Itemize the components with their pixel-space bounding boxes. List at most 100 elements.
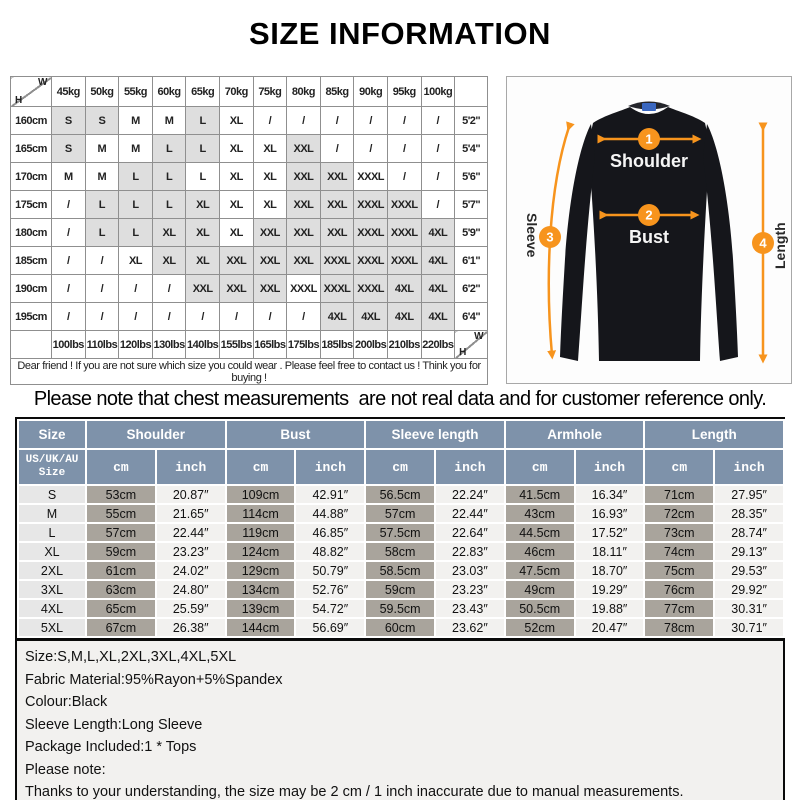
- lbs-empty-cell: [10, 330, 52, 359]
- detail-line: Colour:Black: [25, 694, 108, 710]
- lbs-cell: 140lbs: [185, 330, 220, 359]
- size-table-row: 5XL 67cm 26.38″ 144cm 56.69″ 60cm 23.62″ 52cm 20…: [17, 617, 786, 638]
- matrix-note-row: Dear friend ! If you are not sure which …: [9, 358, 489, 385]
- page-title: SIZE INFORMATION: [249, 16, 551, 51]
- inch-value-cell: 28.74″: [713, 522, 786, 543]
- size-matrix-cell: /: [420, 134, 456, 163]
- shoulder-arrow: 1 Shoulder: [597, 128, 702, 171]
- height-cell: 175cm: [10, 190, 52, 219]
- size-matrix-cell: /: [51, 218, 86, 247]
- cm-value-cell: 144cm: [224, 617, 297, 638]
- size-matrix-cell: /: [420, 190, 456, 219]
- cm-value-cell: 129cm: [224, 560, 297, 581]
- size-matrix-cell: /: [84, 302, 120, 331]
- marker-4-number: 4: [759, 236, 767, 251]
- marker-3-badge: [539, 226, 561, 248]
- size-matrix-cell: 4XL: [420, 218, 456, 247]
- cm-value-cell: 119cm: [224, 522, 297, 543]
- size-matrix-cell: L: [84, 190, 120, 219]
- inch-value-cell: 52.76″: [294, 579, 367, 600]
- inch-value-cell: 20.87″: [154, 484, 227, 505]
- unit-cm-header: cm: [85, 448, 157, 486]
- size-matrix-cell: /: [151, 302, 187, 331]
- height-ft-cell: 6'2": [454, 274, 489, 303]
- inch-value-cell: 26.38″: [154, 617, 227, 638]
- bust-label: Bust: [629, 227, 669, 247]
- cm-value-cell: 57cm: [85, 522, 157, 543]
- matrix-note: Dear friend ! If you are not sure which …: [9, 358, 489, 385]
- weight-header-cell: 75kg: [252, 76, 288, 107]
- size-matrix-cell: L: [118, 218, 153, 247]
- cm-value-cell: 53cm: [85, 484, 157, 505]
- lbs-row: 100lbs 110lbs 120lbs 130lbs 140lbs 155lbs 165l…: [10, 330, 489, 359]
- cm-value-cell: 49cm: [503, 579, 576, 600]
- size-matrix-cell: XL: [218, 134, 254, 163]
- matrix-row: 175cm / L L L XL XL XL XXL XXL XXXL XXXL/5'7": [10, 190, 489, 219]
- size-matrix-cell: XL: [185, 190, 220, 219]
- weight-header-cell: 80kg: [286, 76, 321, 107]
- inch-value-cell: 16.34″: [573, 484, 646, 505]
- height-cell: 170cm: [10, 162, 52, 191]
- weight-header-cell: 90kg: [353, 76, 388, 107]
- size-matrix-cell: XXXL: [319, 274, 355, 303]
- cm-value-cell: 41.5cm: [503, 484, 576, 505]
- cm-value-cell: 44.5cm: [503, 522, 576, 543]
- lbs-cell: 100lbs: [51, 330, 86, 359]
- cm-value-cell: 75cm: [643, 560, 716, 581]
- inch-value-cell: 44.88″: [294, 503, 367, 524]
- size-matrix-cell: 4XL: [420, 246, 456, 275]
- size-matrix-cell: L: [151, 190, 187, 219]
- height-cell: 185cm: [10, 246, 52, 275]
- inch-value-cell: 18.11″: [573, 541, 646, 562]
- weight-header-cell: 100kg: [420, 76, 456, 107]
- matrix-row: 180cm / L L XL XL XL XXL XXL XXL XXXL XXXL 4XL 5'9": [10, 218, 489, 247]
- cm-value-cell: 65cm: [85, 598, 157, 619]
- shoulder-label: Shoulder: [610, 151, 688, 171]
- weight-header-cell: 50kg: [84, 76, 120, 107]
- unit-cm-header: cm: [643, 448, 716, 486]
- cm-value-cell: 61cm: [85, 560, 157, 581]
- cm-value-cell: 52cm: [503, 617, 576, 638]
- unit-inch-header: inch: [154, 448, 227, 486]
- group-header-bust: Bust: [224, 419, 367, 450]
- cm-value-cell: 46cm: [503, 541, 576, 562]
- size-matrix-cell: /: [286, 106, 321, 135]
- cm-value-cell: 109cm: [224, 484, 297, 505]
- size-matrix-cell: XL: [218, 190, 254, 219]
- cm-value-cell: 71cm: [643, 484, 716, 505]
- size-matrix-cell: 4XL: [353, 302, 388, 331]
- size-matrix-cell: /: [151, 274, 187, 303]
- size-matrix-cell: XL: [252, 162, 288, 191]
- unit-inch-header: inch: [573, 448, 646, 486]
- size-matrix-cell: /: [252, 302, 288, 331]
- product-details: Size:S,M,L,XL,2XL,3XL,4XL,5XL Fabric Mate…: [17, 638, 783, 800]
- weight-header-cell: 55kg: [118, 76, 153, 107]
- height-cell: 190cm: [10, 274, 52, 303]
- size-matrix-cell: /: [51, 302, 86, 331]
- size-matrix-cell: /: [252, 106, 288, 135]
- size-matrix-cell: XL: [118, 246, 153, 275]
- size-matrix-cell: /: [84, 246, 120, 275]
- size-matrix-cell: XL: [185, 218, 220, 247]
- size-matrix-cell: XXL: [252, 218, 288, 247]
- size-matrix-cell: L: [185, 134, 220, 163]
- detail-line: Sleeve Length:Long Sleeve: [25, 716, 203, 733]
- cm-value-cell: 59cm: [85, 541, 157, 562]
- inch-value-cell: 56.69″: [294, 617, 367, 638]
- size-matrix-cell: XXL: [319, 218, 355, 247]
- inch-value-cell: 46.85″: [294, 522, 367, 543]
- size-matrix-cell: XXL: [252, 274, 288, 303]
- inch-value-cell: 22.44″: [434, 503, 506, 524]
- corner-h-label: H: [15, 95, 22, 106]
- lbs-cell: 130lbs: [151, 330, 187, 359]
- inch-value-cell: 22.44″: [154, 522, 227, 543]
- size-matrix-cell: L: [185, 106, 220, 135]
- length-label: Length: [772, 222, 788, 269]
- size-matrix-cell: XXL: [319, 162, 355, 191]
- cm-value-cell: 77cm: [643, 598, 716, 619]
- size-label-cell: XL: [17, 541, 87, 562]
- size-label-cell: M: [17, 503, 87, 524]
- size-matrix-cell: XXL: [286, 134, 321, 163]
- matrix-header-row: W H 45kg 50kg 55kg 60kg 65kg 70kg 75kg 80kg 85kg 90…: [10, 76, 489, 107]
